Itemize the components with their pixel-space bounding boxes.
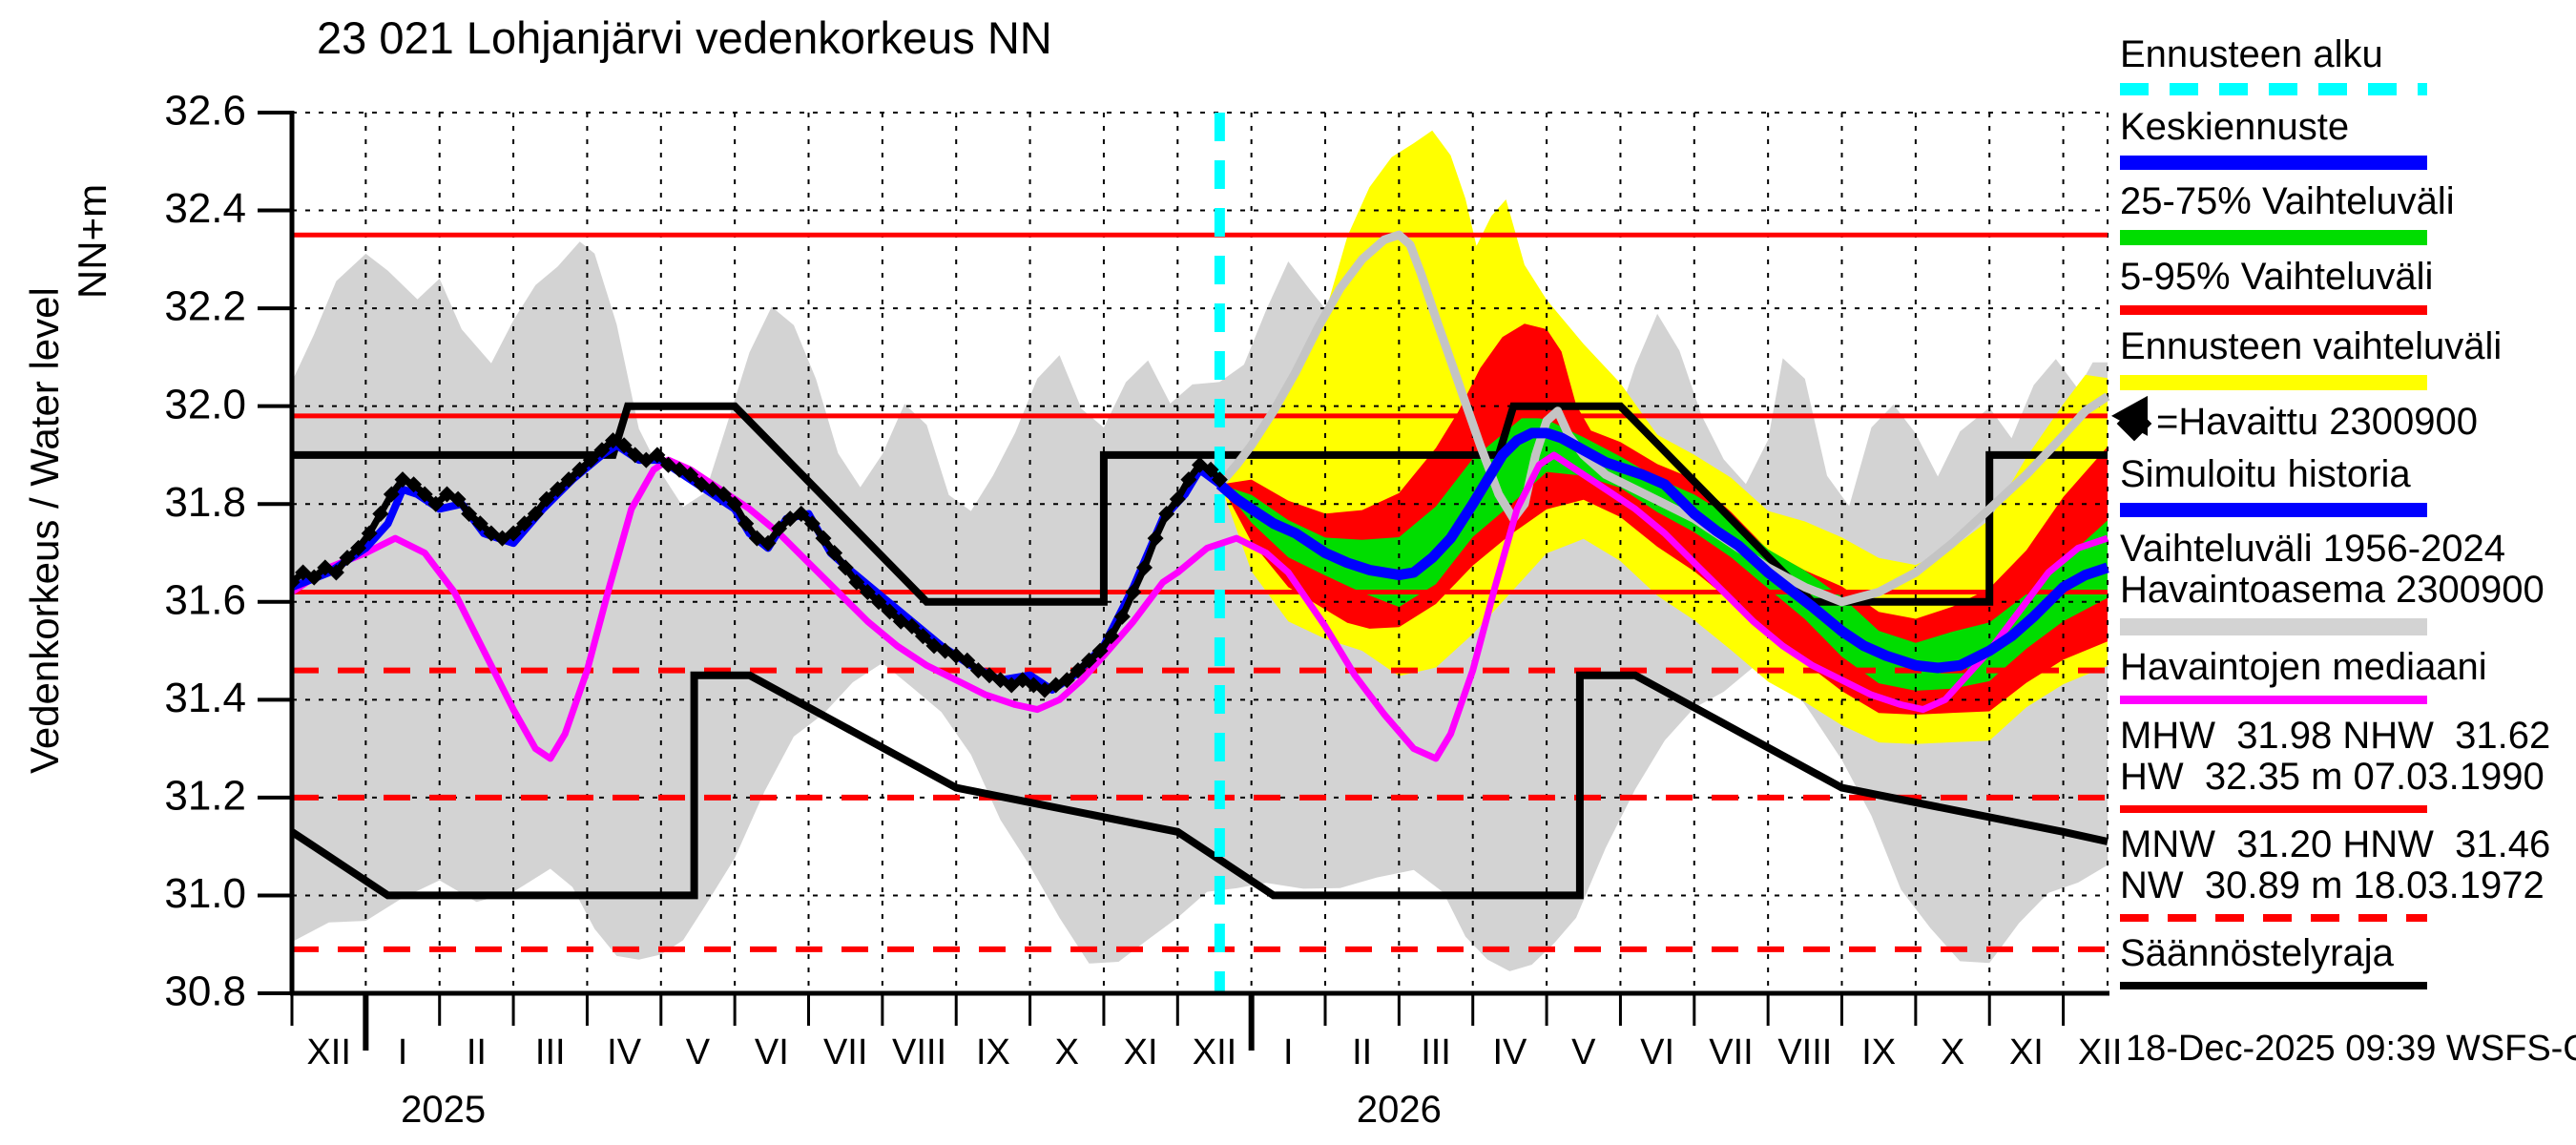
legend-label: Vaihteluväli 1956-2024 — [2120, 528, 2506, 570]
observed-diamond-icon — [2116, 406, 2152, 442]
legend-label-2: NW 30.89 m 18.03.1972 — [2120, 864, 2545, 906]
legend-item-regulation-limit: Säännöstelyraja — [2120, 933, 2576, 989]
legend: Ennusteen alku Keskiennuste 25-75% Vaihtel… — [2116, 34, 2576, 1001]
x-month-label: III — [1421, 1032, 1451, 1072]
legend-label: MNW 31.20 HNW 31.46 — [2120, 823, 2551, 865]
median-forecast-line — [1215, 427, 2109, 674]
legend-label: Ennusteen alku — [2120, 33, 2383, 75]
x-month-label: X — [1941, 1032, 1964, 1072]
timestamp: 18-Dec-2025 09:39 WSFS-O — [2126, 1029, 2576, 1069]
x-month-label: VIII — [892, 1032, 946, 1072]
x-month-label: XII — [1193, 1032, 1236, 1072]
legend-label-2: Havaintoasema 2300900 — [2120, 569, 2545, 611]
x-month-label: XII — [2078, 1032, 2122, 1072]
x-month-label: I — [1283, 1032, 1294, 1072]
legend-swatch-green — [2120, 230, 2427, 245]
legend-item-historical-range: Vaihteluväli 1956-2024 Havaintoasema 2300… — [2120, 529, 2576, 635]
chart-title: 23 021 Lohjanjärvi vedenkorkeus NN — [317, 12, 1052, 63]
x-month-label: VI — [755, 1032, 789, 1072]
legend-item-observed: =Havaittu 2300900 — [2116, 401, 2576, 443]
legend-swatch-gray — [2120, 618, 2427, 635]
x-year-label: 2026 — [1357, 1089, 1442, 1131]
forecast-25-75-band — [1219, 415, 2108, 691]
legend-label-text: =Havaittu 2300900 — [2156, 401, 2478, 443]
y-tick-label: 31.0 — [164, 870, 246, 917]
legend-item-median-forecast: Keskiennuste — [2120, 107, 2576, 170]
x-month-label: VII — [1709, 1032, 1753, 1072]
y-tick-label: 32.2 — [164, 283, 246, 330]
legend-swatch-red-thin — [2120, 305, 2427, 315]
legend-item-simulated-history: Simuloitu historia — [2120, 454, 2576, 517]
axis-labels: 32.6 32.4 32.2 32.0 31.8 31.6 31.4 31.2 31.0 30.8… — [164, 88, 2122, 1131]
x-month-label: IX — [976, 1032, 1010, 1072]
y-tick-label: 30.8 — [164, 968, 246, 1015]
x-month-label: XI — [2009, 1032, 2044, 1072]
legend-swatch-red-dashed — [2120, 914, 2427, 922]
observed-median-line — [292, 451, 2109, 762]
x-month-label: XI — [1124, 1032, 1158, 1072]
y-axis-label: Vedenkorkeus / Water level — [22, 287, 67, 774]
legend-item-observed-median: Havaintojen mediaani — [2120, 647, 2576, 704]
regulation-lower-line — [292, 671, 2109, 900]
legend-label: Ennusteen vaihteluväli — [2120, 325, 2503, 367]
y-tick-label: 31.8 — [164, 479, 246, 526]
legend-item-forecast-start: Ennusteen alku — [2120, 34, 2576, 95]
x-month-label: IV — [607, 1032, 642, 1072]
y-axis-unit-label: NN+m — [70, 183, 114, 300]
legend-swatch-blue — [2120, 156, 2427, 170]
legend-item-low-stats: MNW 31.20 HNW 31.46 NW 30.89 m 18.03.1972 — [2120, 824, 2576, 922]
legend-item-high-stats: MHW 31.98 NHW 31.62 HW 32.35 m 07.03.1990 — [2120, 716, 2576, 813]
legend-label: 5-95% Vaihteluväli — [2120, 256, 2434, 298]
legend-item-band-minmax: Ennusteen vaihteluväli — [2120, 326, 2576, 390]
y-tick-label: 31.6 — [164, 576, 246, 623]
regulation-upper-line — [292, 402, 2108, 606]
gray-reference-line — [1216, 230, 2110, 607]
legend-swatch-blue — [2120, 503, 2427, 517]
x-month-label: VI — [1640, 1032, 1674, 1072]
legend-label: MHW 31.98 NHW 31.62 — [2120, 715, 2551, 757]
legend-swatch-black — [2120, 982, 2427, 989]
legend-label: Säännöstelyraja — [2120, 932, 2394, 974]
y-tick-label: 31.2 — [164, 773, 246, 820]
y-tick-label: 32.0 — [164, 381, 246, 427]
legend-swatch-cyan-dashed — [2120, 83, 2427, 95]
x-month-label: IV — [1492, 1032, 1527, 1072]
legend-swatch-red-solid — [2120, 805, 2427, 813]
forecast-5-95-band — [1219, 323, 2108, 715]
legend-label: Keskiennuste — [2120, 106, 2350, 148]
legend-label: =Havaittu 2300900 — [2116, 401, 2576, 443]
legend-label: Havaintojen mediaani — [2120, 646, 2487, 688]
legend-item-band-25-75: 25-75% Vaihteluväli — [2120, 181, 2576, 245]
legend-swatch-magenta — [2120, 696, 2427, 704]
x-month-label: V — [686, 1032, 711, 1072]
x-month-label: V — [1571, 1032, 1596, 1072]
x-month-label: II — [467, 1032, 487, 1072]
y-tick-label: 31.4 — [164, 675, 246, 721]
legend-item-band-5-95: 5-95% Vaihteluväli — [2120, 257, 2576, 315]
x-month-label: VII — [823, 1032, 867, 1072]
x-month-label: I — [398, 1032, 408, 1072]
x-month-label: X — [1055, 1032, 1079, 1072]
legend-label: Simuloitu historia — [2120, 453, 2411, 495]
legend-swatch-yellow — [2120, 375, 2427, 390]
x-year-label: 2025 — [401, 1089, 486, 1131]
y-tick-label: 32.6 — [164, 88, 246, 135]
x-month-label: VIII — [1777, 1032, 1832, 1072]
axes — [258, 111, 2109, 1051]
x-month-label: XII — [306, 1032, 350, 1072]
x-month-label: II — [1352, 1032, 1372, 1072]
y-tick-label: 32.4 — [164, 185, 246, 232]
x-month-label: IX — [1861, 1032, 1896, 1072]
x-month-label: III — [535, 1032, 566, 1072]
legend-label-2: HW 32.35 m 07.03.1990 — [2120, 756, 2545, 798]
legend-label: 25-75% Vaihteluväli — [2120, 180, 2455, 222]
plot-layers — [292, 112, 2110, 993]
